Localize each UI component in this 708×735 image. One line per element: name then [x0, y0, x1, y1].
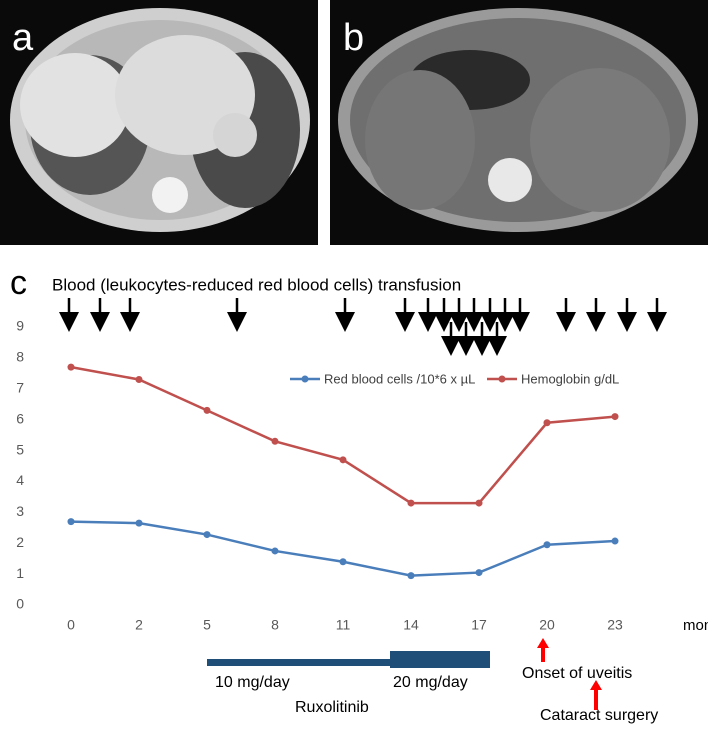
y-tick-label: 7	[16, 379, 24, 395]
x-tick-label: 0	[67, 617, 75, 633]
annotation: 20 mg/day	[393, 674, 468, 691]
y-tick-label: 8	[16, 349, 24, 365]
data-point	[339, 456, 347, 464]
y-tick-label: 9	[16, 318, 24, 334]
annotation: Cataract surgery	[540, 707, 658, 724]
y-tick-label: 3	[16, 503, 24, 519]
x-tick-label: 2	[135, 617, 143, 633]
x-tick-label: 8	[271, 617, 279, 633]
y-tick-label: 0	[16, 596, 24, 612]
x-tick-label: 23	[607, 617, 623, 633]
dose-bar	[207, 659, 390, 666]
data-point	[543, 419, 551, 427]
data-point	[271, 547, 279, 555]
legend-swatch	[498, 375, 506, 383]
x-tick-label: 14	[403, 617, 419, 633]
y-tick-label: 6	[16, 410, 24, 426]
y-tick-label: 4	[16, 472, 24, 488]
data-point	[135, 519, 143, 527]
annotation: Onset of uveitis	[522, 665, 632, 682]
annotation: 10 mg/day	[215, 674, 290, 691]
y-tick-label: 5	[16, 441, 24, 457]
data-point	[135, 376, 143, 384]
x-tick-label: 5	[203, 617, 211, 633]
data-point	[475, 569, 483, 577]
event-arrows	[537, 638, 602, 710]
x-tick-label: 11	[336, 617, 351, 633]
legend-label: Hemoglobin g/dL	[521, 371, 619, 386]
data-point	[475, 499, 483, 507]
data-point	[271, 437, 279, 445]
x-tick-label: 20	[539, 617, 555, 633]
data-point	[339, 558, 347, 566]
x-tick-label: 17	[471, 617, 487, 633]
series-line	[70, 365, 616, 505]
legend-swatch	[301, 375, 309, 383]
annotation: Ruxolitinib	[295, 699, 369, 716]
data-point	[203, 406, 211, 414]
x-axis-label: months	[683, 617, 708, 634]
legend-label: Red blood cells /10*6 x µL	[324, 371, 475, 386]
data-point	[203, 531, 211, 539]
panel-label: b	[343, 17, 364, 59]
data-point	[543, 541, 551, 549]
panel-label: a	[12, 17, 34, 59]
ct-image-b	[330, 0, 708, 245]
data-point	[407, 572, 415, 580]
chart-title: Blood (leukocytes-reduced red blood cell…	[52, 275, 461, 294]
data-point	[611, 413, 619, 421]
dose-bar	[390, 651, 490, 668]
y-tick-label: 1	[16, 565, 24, 581]
data-point	[67, 518, 75, 526]
data-point	[407, 499, 415, 507]
data-point	[611, 537, 619, 545]
ct-image-a	[0, 0, 318, 245]
y-tick-label: 2	[16, 534, 24, 550]
transfusion-arrows	[59, 298, 667, 356]
series-line	[70, 520, 616, 577]
panel-label: c	[10, 264, 27, 302]
data-point	[67, 363, 75, 371]
